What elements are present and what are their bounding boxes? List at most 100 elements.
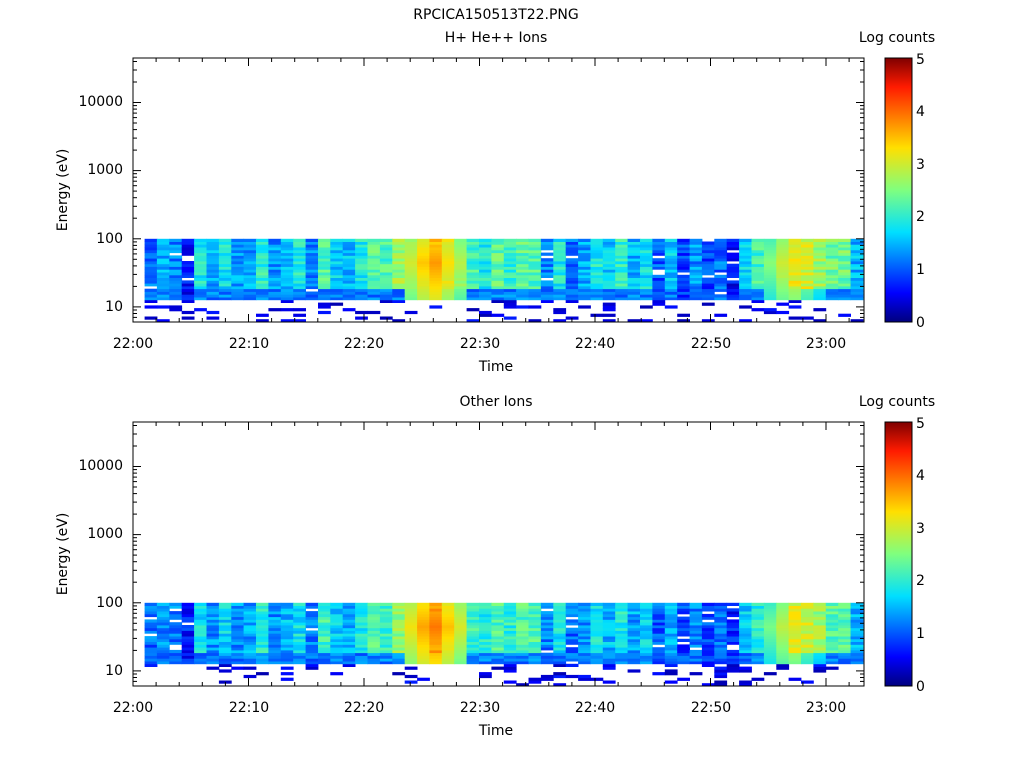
heatmap-cell (553, 288, 567, 292)
heatmap-cell (417, 677, 430, 681)
heatmap-cell (330, 263, 344, 267)
heatmap-cell (169, 255, 183, 259)
heatmap-cell (540, 244, 554, 248)
heatmap-cell (342, 625, 356, 629)
heatmap-cell (578, 288, 591, 292)
heatmap-cell (367, 297, 381, 301)
heatmap-cell (256, 672, 269, 676)
heatmap-cell (379, 261, 393, 265)
heatmap-cell (256, 633, 269, 637)
heatmap-cell (838, 261, 851, 265)
heatmap-cell (466, 308, 480, 312)
heatmap-cell (491, 280, 505, 284)
heatmap-cell (280, 241, 294, 245)
heatmap-cell (553, 263, 567, 267)
heatmap-cell (553, 627, 567, 631)
heatmap-cell (565, 636, 579, 640)
heatmap-cell (751, 294, 765, 298)
heatmap-cell (429, 630, 443, 634)
heatmap-cell (268, 258, 282, 262)
heatmap-cell (280, 280, 294, 284)
heatmap-cell (330, 255, 344, 259)
heatmap-cell (739, 288, 752, 292)
heatmap-cell (850, 652, 864, 656)
heatmap-cell (714, 674, 728, 679)
heatmap-cell (156, 613, 170, 618)
heatmap-cell (280, 294, 294, 298)
heatmap-cell (726, 638, 740, 642)
heatmap-cell (429, 247, 443, 251)
heatmap-cell (367, 294, 381, 298)
heatmap-cell (392, 625, 406, 629)
heatmap-cell (169, 605, 183, 609)
heatmap-cell (206, 258, 220, 262)
heatmap-cell (293, 274, 306, 278)
heatmap-cell (615, 241, 628, 245)
heatmap-cell (243, 616, 257, 620)
heatmap-cell (739, 241, 752, 245)
heatmap-cell (318, 272, 331, 276)
heatmap-cell (280, 238, 294, 242)
heatmap-cell (516, 258, 529, 262)
heatmap-cell (677, 294, 690, 298)
heatmap-cell (701, 297, 715, 301)
heatmap-cell (218, 647, 232, 651)
heatmap-cell (243, 261, 257, 265)
heatmap-cell (417, 285, 430, 290)
heatmap-cell (379, 644, 393, 648)
heatmap-cell (181, 269, 195, 273)
heatmap-cell (627, 633, 641, 637)
heatmap-cell (553, 258, 567, 262)
heatmap-cell (776, 258, 790, 262)
heatmap-cell (491, 613, 505, 618)
heatmap-cell (367, 661, 381, 665)
heatmap-cell (144, 649, 158, 654)
heatmap-cell (788, 297, 802, 301)
heatmap-cell (256, 252, 269, 256)
heatmap-cell (479, 269, 492, 273)
heatmap-cell (206, 616, 220, 620)
heatmap-cell (330, 238, 344, 242)
heatmap-cell (156, 649, 170, 654)
heatmap-cell (293, 280, 306, 284)
heatmap-cell (479, 249, 492, 254)
heatmap-cell (825, 622, 839, 626)
heatmap-cell (602, 666, 616, 670)
heatmap-cell (342, 633, 356, 637)
heatmap-cell (479, 638, 492, 642)
heatmap-cell (689, 297, 703, 301)
heatmap-cell (726, 274, 740, 278)
heatmap-cell (590, 285, 604, 290)
heatmap-cell (181, 647, 195, 651)
heatmap-cell (417, 283, 430, 287)
heatmap-cell (602, 608, 616, 612)
heatmap-cell (788, 294, 802, 298)
heatmap-cell (392, 661, 406, 665)
heatmap-cell (194, 274, 207, 278)
heatmap-cell (652, 608, 666, 612)
heatmap-cell (652, 658, 666, 662)
heatmap-cell (503, 630, 517, 634)
heatmap-cell (776, 249, 790, 254)
heatmap-cell (330, 241, 344, 245)
heatmap-cell (825, 633, 839, 637)
heatmap-cell (355, 636, 368, 640)
heatmap-cell (788, 625, 802, 629)
heatmap-cell (194, 272, 207, 276)
heatmap-cell (441, 644, 455, 648)
heatmap-cell (417, 602, 430, 606)
heatmap-cell (256, 244, 269, 248)
heatmap-cell (751, 677, 765, 681)
heatmap-cell (169, 602, 183, 606)
heatmap-cell (540, 611, 554, 615)
heatmap-cell (231, 238, 245, 242)
colorbar-label: Log counts (859, 394, 935, 410)
heatmap-cell (280, 672, 294, 676)
heatmap-cell (330, 672, 344, 676)
heatmap-cell (305, 661, 319, 665)
heatmap-cell (788, 280, 802, 284)
heatmap-cell (776, 252, 790, 256)
heatmap-cell (404, 263, 418, 267)
heatmap-cell (392, 255, 406, 259)
heatmap-cell (169, 638, 183, 642)
